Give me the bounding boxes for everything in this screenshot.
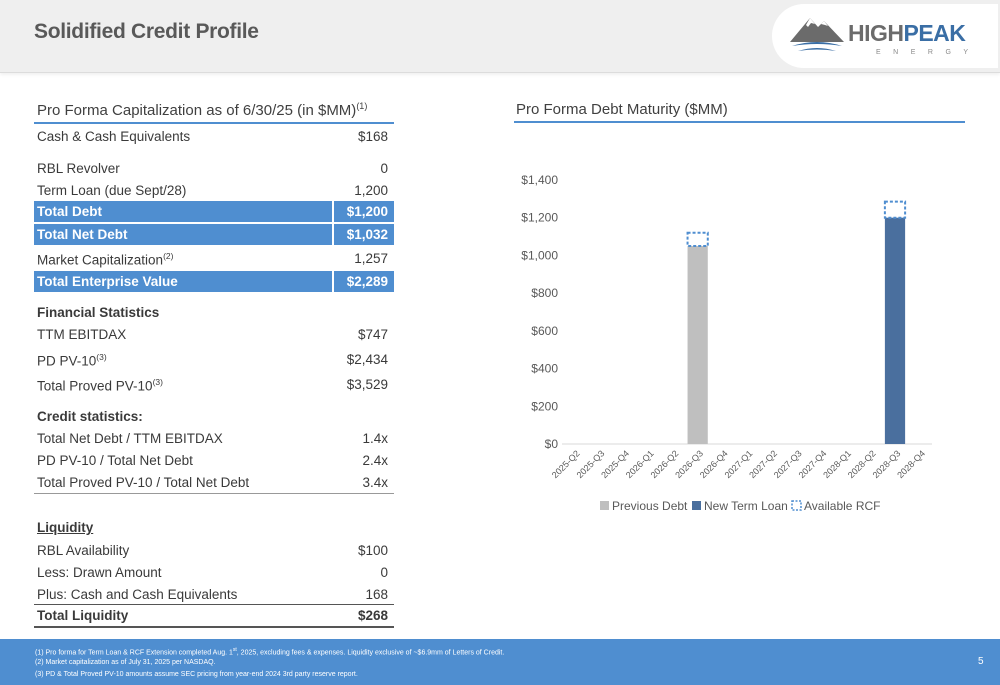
table-row-pd-pv10: PD PV-10(3) $2,434 bbox=[37, 352, 388, 369]
table-row-tev: Total Enterprise Value $2,289 bbox=[34, 271, 394, 292]
debt-maturity-chart: $0$200$400$600$800$1,000$1,200$1,4002025… bbox=[521, 173, 932, 513]
legend-label: Available RCF bbox=[804, 499, 880, 513]
logo-wordmark: HIGHPEAK bbox=[848, 20, 966, 46]
table-row-term-loan: Term Loan (due Sept/28) 1,200 bbox=[37, 183, 388, 198]
bar-available-rcf bbox=[686, 231, 709, 248]
table-row-rbl-revolver: RBL Revolver 0 bbox=[37, 161, 388, 176]
table-title-rule bbox=[34, 122, 394, 124]
table-row-pd-net-debt: PD PV-10 / Total Net Debt 2.4x bbox=[37, 453, 388, 468]
table-row-total-net-debt: Total Net Debt $1,032 bbox=[34, 224, 394, 245]
section-heading-financial: Financial Statistics bbox=[37, 305, 160, 320]
page-number: 5 bbox=[978, 656, 984, 667]
y-tick-label: $0 bbox=[545, 437, 559, 451]
page-title: Solidified Credit Profile bbox=[34, 20, 259, 43]
legend-label: Previous Debt bbox=[612, 499, 688, 513]
table-row-market-cap: Market Capitalization(2) 1,257 bbox=[37, 251, 388, 268]
table-row-total-liquidity: Total Liquidity $268 bbox=[34, 604, 394, 628]
y-tick-label: $1,000 bbox=[521, 248, 558, 262]
footnote-1: (1) Pro forma for Term Loan & RCF Extens… bbox=[35, 647, 505, 657]
y-tick-label: $1,200 bbox=[521, 211, 558, 225]
table-row-rbl-availability: RBL Availability $100 bbox=[37, 543, 388, 558]
mountain-logo-icon bbox=[790, 18, 844, 51]
section-heading-liquidity: Liquidity bbox=[37, 520, 94, 535]
bar-new-term-loan bbox=[884, 217, 906, 444]
table-row-cash: Cash & Cash Equivalents $168 bbox=[37, 129, 388, 144]
y-tick-label: $1,400 bbox=[521, 173, 558, 187]
y-tick-label: $200 bbox=[531, 399, 558, 413]
footnote-2: (2) Market capitalization as of July 31,… bbox=[35, 659, 216, 666]
y-tick-label: $600 bbox=[531, 324, 558, 338]
table-row-proved-net-debt: Total Proved PV-10 / Total Net Debt 3.4x bbox=[34, 472, 394, 494]
legend-swatch bbox=[692, 501, 701, 510]
legend-swatch bbox=[791, 500, 802, 511]
table-title: Pro Forma Capitalization as of 6/30/25 (… bbox=[37, 101, 368, 119]
table-row-ttm-ebitdax: TTM EBITDAX $747 bbox=[37, 327, 388, 342]
section-heading-credit: Credit statistics: bbox=[37, 409, 143, 424]
table-row-total-debt: Total Debt $1,200 bbox=[34, 201, 394, 222]
y-tick-label: $800 bbox=[531, 286, 558, 300]
chart-title: Pro Forma Debt Maturity ($MM) bbox=[516, 101, 728, 118]
header-bar: Solidified Credit Profile HIGHPEAK ENERG… bbox=[0, 0, 1000, 73]
table-row-less-drawn: Less: Drawn Amount 0 bbox=[37, 565, 388, 580]
y-tick-label: $400 bbox=[531, 362, 558, 376]
bar-previous-debt bbox=[687, 246, 708, 444]
legend-swatch bbox=[600, 501, 609, 510]
table-row-total-proved-pv10: Total Proved PV-10(3) $3,529 bbox=[37, 377, 388, 394]
legend-label: New Term Loan bbox=[704, 499, 788, 513]
footnote-3: (3) PD & Total Proved PV-10 amounts assu… bbox=[35, 671, 358, 678]
table-row-net-debt-ebitdax: Total Net Debt / TTM EBITDAX 1.4x bbox=[37, 431, 388, 446]
chart-title-rule bbox=[514, 121, 965, 123]
bar-available-rcf bbox=[883, 200, 907, 219]
logo: HIGHPEAK ENERGY bbox=[772, 4, 998, 68]
footer-bar: (1) Pro forma for Term Loan & RCF Extens… bbox=[0, 639, 1000, 685]
table-row-plus-cash: Plus: Cash and Cash Equivalents 168 bbox=[37, 587, 388, 602]
logo-subtitle: ENERGY bbox=[876, 49, 981, 56]
